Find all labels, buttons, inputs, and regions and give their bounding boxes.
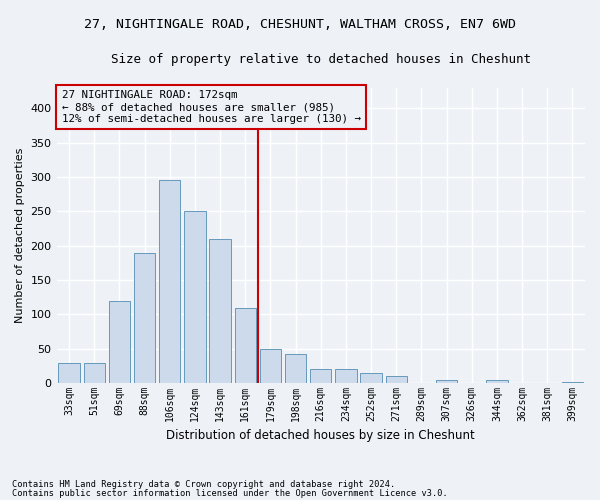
Title: Size of property relative to detached houses in Cheshunt: Size of property relative to detached ho… [111,52,531,66]
Bar [310,368,331,383]
Text: 27 NIGHTINGALE ROAD: 172sqm
← 88% of detached houses are smaller (985)
12% of se: 27 NIGHTINGALE ROAD: 172sqm ← 88% of det… [62,90,361,124]
Bar [486,380,508,383]
Bar [109,300,130,383]
Text: 27, NIGHTINGALE ROAD, CHESHUNT, WALTHAM CROSS, EN7 6WD: 27, NIGHTINGALE ROAD, CHESHUNT, WALTHAM … [84,18,516,30]
Bar [159,180,181,383]
Y-axis label: Number of detached properties: Number of detached properties [15,148,25,323]
Text: Contains public sector information licensed under the Open Government Licence v3: Contains public sector information licen… [12,489,448,498]
Bar [83,362,105,383]
Bar [562,382,583,383]
Bar [209,239,231,383]
Bar [285,354,307,383]
X-axis label: Distribution of detached houses by size in Cheshunt: Distribution of detached houses by size … [166,430,475,442]
Bar [335,368,356,383]
Bar [260,349,281,383]
Bar [58,362,80,383]
Bar [436,380,457,383]
Bar [235,308,256,383]
Bar [184,212,206,383]
Bar [386,376,407,383]
Bar [361,373,382,383]
Bar [134,252,155,383]
Text: Contains HM Land Registry data © Crown copyright and database right 2024.: Contains HM Land Registry data © Crown c… [12,480,395,489]
